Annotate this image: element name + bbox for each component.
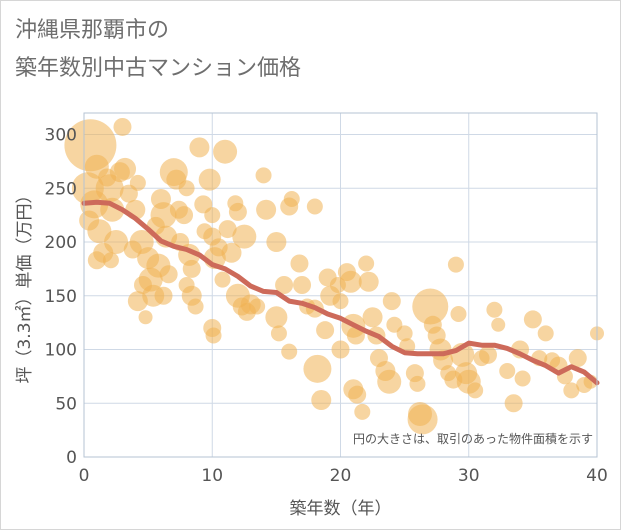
bubble-point <box>205 327 222 344</box>
bubble-point <box>104 230 129 254</box>
bubble-point <box>159 265 178 284</box>
x-axis-ticks: 0 10 20 30 40 <box>79 466 608 486</box>
bubble-point <box>79 210 100 231</box>
bubble-point <box>87 251 106 270</box>
bubble-point <box>412 288 449 325</box>
bubble-point <box>182 259 201 278</box>
bubble-point <box>348 385 367 404</box>
bubble-point <box>221 242 242 263</box>
bubble-point <box>113 117 132 136</box>
bubble-point <box>467 382 484 399</box>
bubble-point <box>265 306 288 329</box>
bubble-point <box>123 240 142 259</box>
bubble-point <box>407 404 438 435</box>
y-axis-title: 坪（3.3㎡）単価（万円） <box>15 186 35 383</box>
trend-series <box>81 199 600 386</box>
bubble-point <box>290 254 309 273</box>
bubble-point <box>204 207 221 224</box>
bubble-series <box>64 117 604 435</box>
bubble-point <box>249 298 266 315</box>
bubble-point <box>266 232 287 252</box>
bubble-point <box>523 310 542 329</box>
trend-line <box>81 199 600 386</box>
bubble-point <box>332 293 349 310</box>
y-tick-label: 200 <box>45 233 77 253</box>
bubble-point <box>486 301 503 318</box>
bubble-point <box>178 180 195 197</box>
bubble-point <box>306 198 323 215</box>
bubble-point <box>339 270 362 293</box>
bubble-point <box>354 403 371 420</box>
bubble-point <box>213 139 238 164</box>
bubble-point <box>98 168 117 187</box>
y-tick-label: 150 <box>45 287 77 307</box>
bubble-point <box>504 394 523 413</box>
plot-area-border <box>83 112 598 458</box>
x-tick-label: 40 <box>586 466 608 486</box>
chart-title-line2: 築年数別中古マンション価格 <box>15 56 302 81</box>
x-tick-label: 30 <box>458 466 480 486</box>
y-tick-label: 300 <box>45 126 77 146</box>
bubble-point <box>189 137 210 158</box>
bubble-point <box>218 220 237 239</box>
bubble-point <box>154 286 173 305</box>
bubble-point <box>275 276 294 294</box>
y-tick-label: 50 <box>55 394 77 414</box>
bubble-point <box>447 256 464 273</box>
bubble-point <box>409 375 426 392</box>
bubble-point <box>102 252 119 269</box>
bubble-point <box>450 306 467 323</box>
x-axis-title: 築年数（年） <box>290 499 392 519</box>
bubble-point <box>396 325 413 342</box>
y-tick-label: 250 <box>45 179 77 199</box>
bubble-point <box>358 271 379 292</box>
x-tick-label: 0 <box>79 466 90 486</box>
bubble-point <box>491 317 506 332</box>
bubble-point <box>358 255 375 272</box>
bubble-point <box>563 382 580 399</box>
bubble-point <box>382 292 401 311</box>
bubble-point <box>331 340 350 359</box>
bubble-point <box>514 370 531 387</box>
x-tick-label: 20 <box>330 466 352 486</box>
bubble-point <box>478 345 497 364</box>
x-tick-label: 10 <box>201 466 223 486</box>
y-axis-ticks: 0 50 100 150 200 250 300 <box>45 126 77 469</box>
bubble-point <box>537 325 554 342</box>
bubble-point <box>198 168 221 191</box>
y-tick-label: 0 <box>66 448 77 468</box>
bubble-point <box>568 349 587 368</box>
bubble-point <box>175 206 194 225</box>
bubble-point <box>281 343 298 360</box>
y-tick-label: 100 <box>45 341 77 361</box>
bubble-point <box>187 298 204 315</box>
bubble-point <box>232 224 257 249</box>
chart-title-line1: 沖縄県那覇市の <box>15 18 170 43</box>
bubble-point <box>138 310 153 325</box>
bubble-point <box>129 174 146 191</box>
bubble-point <box>114 157 137 180</box>
bubble-point <box>228 202 247 221</box>
bubble-point <box>270 325 287 342</box>
bubble-point <box>280 197 299 216</box>
bubble-point <box>311 390 332 411</box>
chart-note: 円の大きさは、取引のあった物件面積を示す <box>353 431 593 446</box>
bubble-point <box>214 271 231 288</box>
bubble-point <box>316 321 335 340</box>
bubble-point <box>499 363 516 379</box>
bubble-point <box>256 199 277 220</box>
bubble-point <box>293 276 312 294</box>
bubble-point <box>255 167 272 184</box>
bubble-point <box>303 354 332 383</box>
bubble-point <box>377 369 402 394</box>
bubble-point <box>362 307 383 328</box>
